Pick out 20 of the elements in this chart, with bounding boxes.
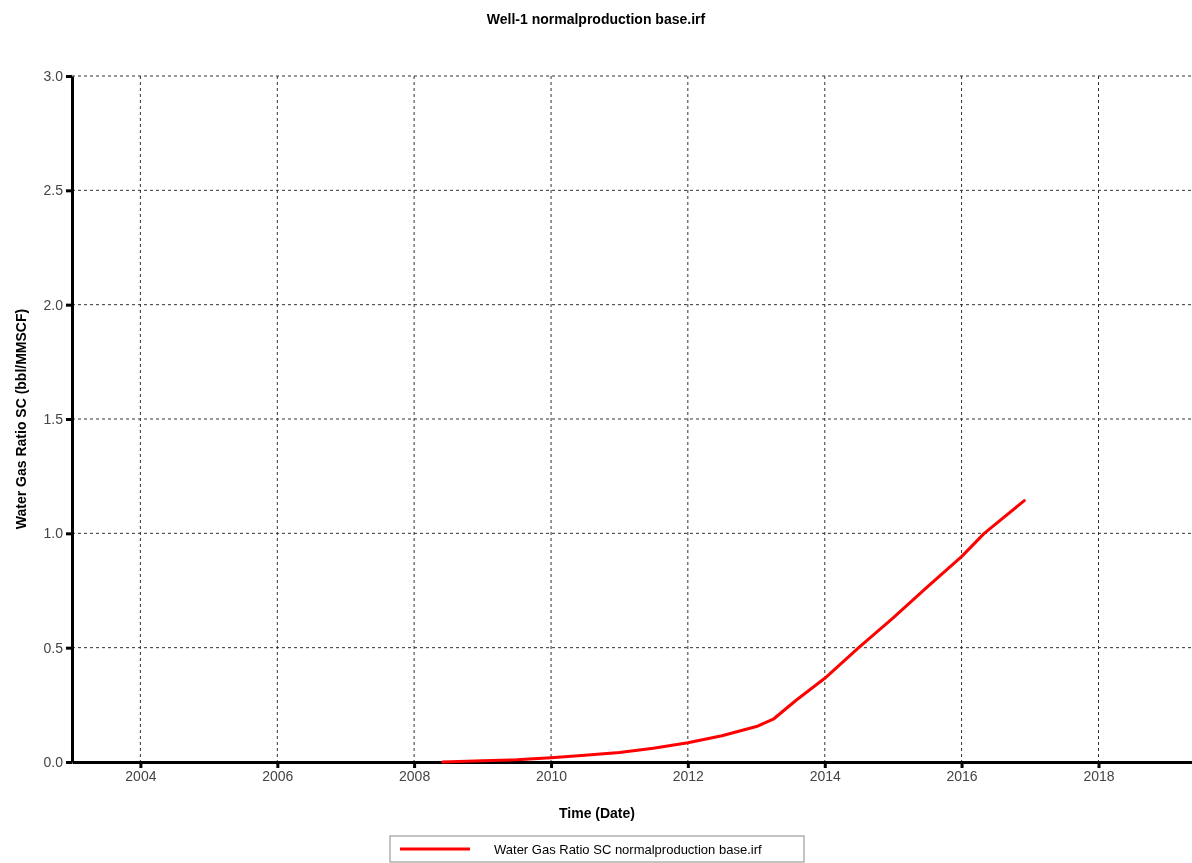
y-tick-label: 2.5 [43, 182, 64, 199]
x-tick-label: 2008 [399, 767, 431, 784]
y-tick-label: 3.0 [43, 67, 64, 84]
y-tick-label: 1.5 [43, 410, 64, 427]
chart-title: Well-1 normalproduction base.irf [486, 11, 706, 27]
y-tick-label: 0.5 [43, 639, 64, 656]
x-tick-label: 2016 [946, 767, 978, 784]
x-tick-label: 2004 [125, 767, 157, 784]
y-tick-label: 2.0 [43, 296, 64, 313]
x-tick-label: 2010 [535, 767, 568, 784]
x-tick-label: 2014 [809, 767, 842, 784]
x-axis-title: Time (Date) [559, 805, 635, 821]
x-tick-label: 2006 [262, 767, 294, 784]
y-tick-label: 0.0 [43, 753, 64, 770]
x-tick-label: 2018 [1083, 767, 1115, 784]
line-series [441, 499, 1026, 764]
y-tick-label: 1.0 [43, 525, 64, 542]
y-axis-title: Water Gas Ratio SC (bbl/MMSCF) [13, 308, 29, 530]
x-tick-label: 2012 [672, 767, 705, 784]
text: Water Gas Ratio SC normalproduction base.irf [494, 842, 762, 857]
